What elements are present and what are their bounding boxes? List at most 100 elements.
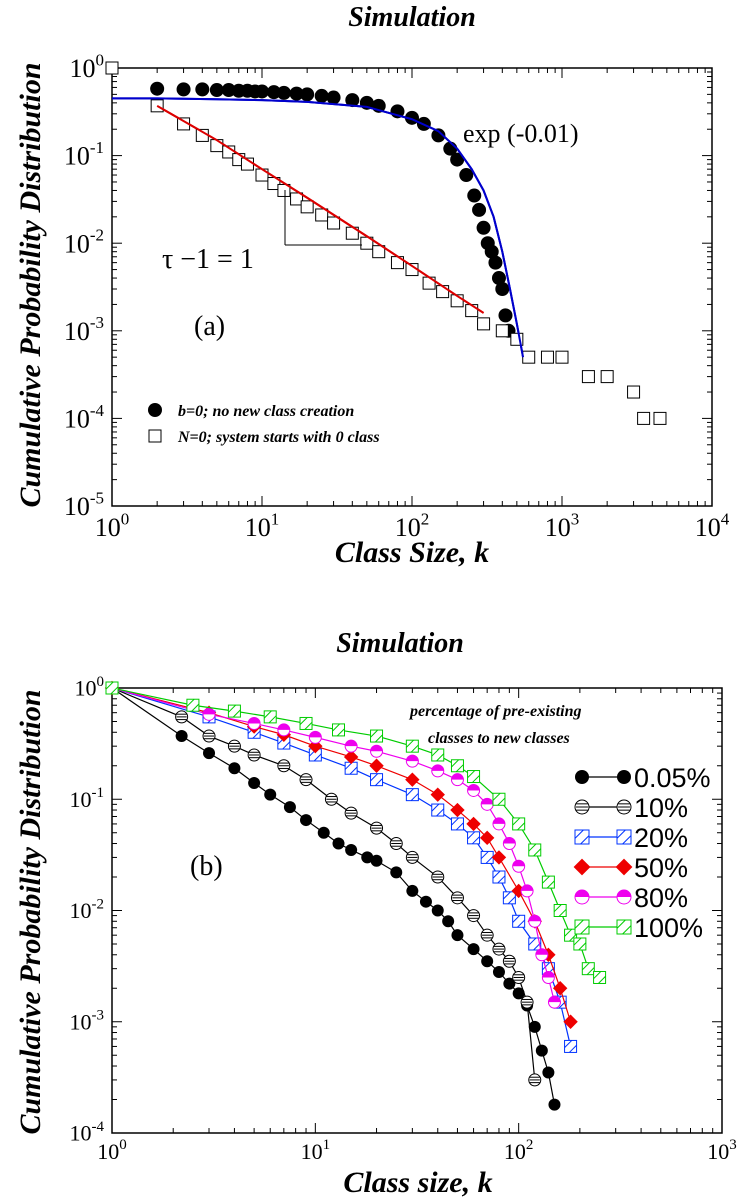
data-point <box>228 762 241 775</box>
data-point <box>467 188 482 203</box>
tick-label: 10-1 <box>70 785 105 812</box>
data-point <box>289 86 304 101</box>
tick-label: 10-1 <box>64 138 104 171</box>
data-point <box>484 244 499 259</box>
data-point <box>467 831 481 845</box>
data-point <box>431 904 444 917</box>
data-point <box>405 739 419 753</box>
data-point <box>299 716 313 730</box>
data-point <box>653 411 667 425</box>
ticks-a: 100 101 102 103 104 10-5 10-4 10-3 10-2 10-1 100 <box>64 50 730 542</box>
data-point <box>324 792 338 806</box>
data-point <box>247 716 261 730</box>
tick-label: 100 <box>70 50 105 83</box>
data-point <box>283 801 296 814</box>
data-point <box>617 770 631 784</box>
data-point <box>277 723 291 737</box>
data-point <box>540 350 554 364</box>
data-point <box>535 1044 548 1057</box>
data-point <box>581 962 595 976</box>
data-point <box>563 1014 578 1029</box>
data-point <box>369 758 384 773</box>
data-point <box>175 710 189 724</box>
data-point <box>450 759 464 773</box>
data-point <box>300 200 314 214</box>
data-point <box>492 942 506 956</box>
data-point <box>574 919 590 935</box>
data-point <box>105 61 119 75</box>
legend-a: b=0; no new class creation N=0; system s… <box>148 403 380 446</box>
legend-title-line1: percentage of pre-existing <box>408 703 582 720</box>
tick-label: 10-4 <box>70 1119 105 1146</box>
panel-label-b: (b) <box>190 851 223 882</box>
data-point <box>479 830 495 846</box>
data-point <box>431 870 445 884</box>
data-point <box>541 875 555 889</box>
data-point <box>467 783 481 797</box>
data-point <box>370 773 384 787</box>
data-point <box>528 1073 542 1087</box>
tick-label: 10-3 <box>70 1008 105 1035</box>
data-point <box>266 85 281 100</box>
data-point <box>202 707 216 721</box>
data-point <box>480 797 494 811</box>
data-point <box>343 749 359 765</box>
data-point <box>317 826 330 839</box>
data-point <box>344 739 358 753</box>
data-point <box>467 943 480 956</box>
fit-line-overlay <box>156 104 485 314</box>
data-point <box>332 723 346 737</box>
data-point <box>175 730 188 743</box>
annotation-exp: exp (-0.01) <box>463 119 579 148</box>
marks-b <box>104 680 607 1111</box>
data-point <box>593 970 607 984</box>
data-point <box>480 928 494 942</box>
data-point <box>406 884 419 897</box>
panel-b: Simulation Class size, k Cumulative Prob… <box>14 628 737 1199</box>
data-point <box>581 370 595 384</box>
data-point <box>361 851 374 864</box>
data-point <box>203 747 216 760</box>
data-point <box>300 87 315 102</box>
tick-label: 100 <box>97 1137 127 1164</box>
fit-line <box>112 97 525 358</box>
data-point <box>430 787 445 802</box>
title-b: Simulation <box>336 628 464 659</box>
data-point <box>564 1039 578 1053</box>
data-point <box>389 837 403 851</box>
tick-label: 10-5 <box>64 488 104 521</box>
data-point <box>477 317 491 331</box>
data-point <box>503 977 516 990</box>
legend-label-b0: b=0; no new class creation <box>178 403 354 420</box>
data-point <box>255 84 269 99</box>
data-point <box>512 987 525 1000</box>
data-point <box>467 909 481 923</box>
data-point <box>491 850 507 865</box>
data-point <box>615 858 633 876</box>
data-point <box>512 817 526 831</box>
data-point <box>327 216 341 230</box>
data-point <box>150 81 165 96</box>
ticks-b: 100 101 102 103 10-4 10-3 10-2 10-1 100 <box>70 674 737 1164</box>
data-point <box>492 966 505 979</box>
tick-label: 100 <box>95 509 130 542</box>
data-point <box>450 773 464 787</box>
data-point <box>492 792 506 806</box>
data-point <box>221 83 236 98</box>
legend-label: 50% <box>634 853 688 883</box>
title-a: Simulation <box>348 2 476 33</box>
legend-label: 10% <box>634 793 688 823</box>
legend-title-line2: classes to new classes <box>428 730 570 747</box>
data-point <box>480 850 494 864</box>
data-point <box>264 788 277 801</box>
data-point <box>495 324 509 338</box>
data-point <box>176 82 191 97</box>
data-point <box>459 168 474 183</box>
legend-b: 0.05%10%20%50%80%100% <box>573 763 711 943</box>
fit-line-overlay <box>112 97 525 358</box>
data-point <box>315 208 329 222</box>
data-point <box>290 192 304 206</box>
tick-label: 101 <box>301 1137 331 1164</box>
data-point <box>450 802 465 818</box>
data-point <box>326 90 341 105</box>
